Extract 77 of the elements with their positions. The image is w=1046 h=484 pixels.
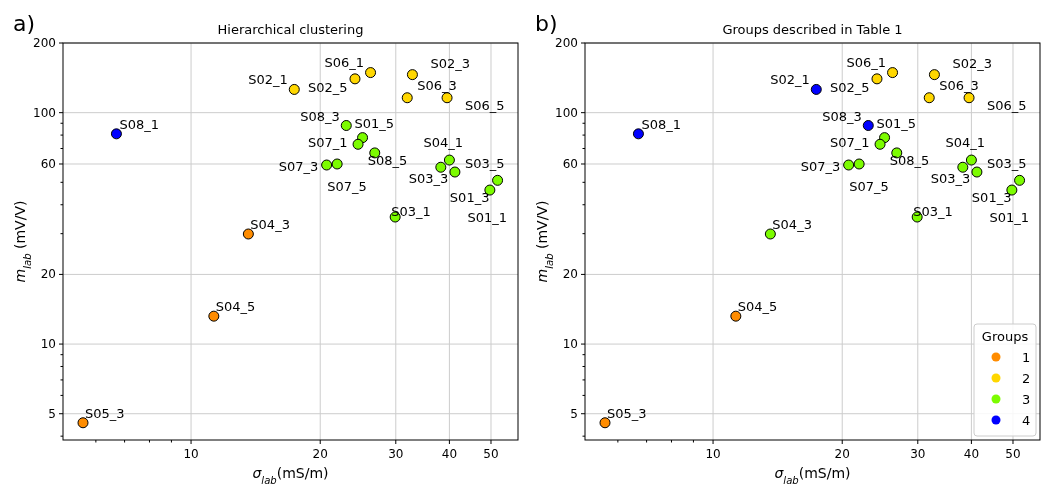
y-tick-label: 5 bbox=[48, 406, 56, 421]
y-tick-label: 200 bbox=[33, 36, 56, 50]
annotation: S08_3 bbox=[300, 108, 340, 124]
annotation: S07_3 bbox=[278, 159, 319, 175]
annotation: S08_1 bbox=[119, 116, 159, 132]
annotation: S08_3 bbox=[822, 108, 862, 124]
annotation: S02_3 bbox=[430, 55, 470, 71]
x-tick-label: 20 bbox=[312, 447, 328, 461]
annotation: S02_1 bbox=[770, 72, 810, 88]
y-tick-label: 10 bbox=[562, 337, 578, 352]
y-tick-label: 200 bbox=[555, 36, 578, 50]
annotation: S08_1 bbox=[641, 116, 681, 132]
x-tick-label: 10 bbox=[183, 447, 199, 461]
y-tick-label: 5 bbox=[570, 406, 578, 421]
annotation: S03_3 bbox=[408, 171, 449, 187]
legend-label: 1 bbox=[1022, 350, 1031, 365]
annotation: S06_3 bbox=[939, 77, 979, 93]
x-axis-title: σ$_{lab}$(mS/m) bbox=[774, 465, 851, 484]
annotation: S02_3 bbox=[952, 55, 992, 71]
annotation: S01_5 bbox=[354, 115, 395, 131]
y-tick-label: 10 bbox=[40, 337, 56, 352]
legend-label: 2 bbox=[1022, 371, 1031, 386]
legend-label: 4 bbox=[1022, 413, 1031, 428]
annotation: S03_1 bbox=[913, 204, 953, 220]
annotation: S01_3 bbox=[971, 190, 1012, 206]
y-tick-label: 20 bbox=[40, 267, 56, 282]
x-tick-label: 30 bbox=[910, 447, 926, 461]
x-tick-label: 20 bbox=[834, 447, 850, 461]
annotation: S04_3 bbox=[772, 217, 812, 232]
annotation: S04_5 bbox=[737, 299, 778, 315]
text: b) bbox=[535, 11, 558, 36]
annotation: S02_5 bbox=[307, 79, 348, 95]
annotation: S04_5 bbox=[215, 299, 256, 315]
annotation: S05_3 bbox=[85, 405, 125, 421]
y-tick-label: 20 bbox=[562, 267, 578, 282]
annotation: S03_1 bbox=[391, 204, 431, 220]
annotation: S03_3 bbox=[930, 171, 971, 187]
annotation: S07_1 bbox=[308, 135, 348, 151]
chart-title: Groups described in Table 1 bbox=[722, 22, 903, 37]
annotation: S07_5 bbox=[327, 179, 367, 194]
annotation: S01_3 bbox=[449, 190, 490, 206]
x-axis-title: σ$_{lab}$(mS/m) bbox=[252, 465, 329, 484]
annotation: S06_1 bbox=[324, 54, 365, 70]
annotation: S02_5 bbox=[829, 79, 870, 95]
chart-title: Hierarchical clustering bbox=[217, 22, 364, 37]
x-tick-label: 40 bbox=[441, 447, 458, 461]
y-tick-label: 100 bbox=[33, 105, 56, 120]
annotation: S06_5 bbox=[987, 97, 1027, 113]
annotation: S01_1 bbox=[989, 210, 1030, 226]
x-tick-label: 40 bbox=[963, 447, 980, 461]
annotation: S06_5 bbox=[465, 97, 505, 113]
legend-title: Groups bbox=[981, 329, 1029, 344]
annotation: S05_3 bbox=[607, 405, 647, 421]
annotation: S03_5 bbox=[986, 156, 1027, 172]
legend-label: 3 bbox=[1022, 392, 1031, 407]
annotation: S07_5 bbox=[849, 179, 889, 194]
annotation: S01_1 bbox=[467, 210, 508, 226]
annotation: S04_1 bbox=[945, 135, 985, 151]
annotation: S04_3 bbox=[250, 217, 290, 232]
x-tick-label: 10 bbox=[705, 447, 721, 461]
annotation: S06_1 bbox=[846, 54, 887, 70]
annotation: S08_5 bbox=[367, 152, 408, 168]
x-tick-label: 50 bbox=[483, 447, 499, 461]
annotation: S07_1 bbox=[830, 135, 870, 151]
y-tick-label: 100 bbox=[555, 105, 578, 120]
y-tick-label: 60 bbox=[40, 157, 56, 171]
x-tick-label: 30 bbox=[388, 447, 404, 461]
text: a) bbox=[13, 11, 36, 36]
annotation: S07_3 bbox=[800, 159, 841, 175]
annotation: S02_1 bbox=[248, 72, 288, 88]
y-tick-label: 60 bbox=[562, 157, 578, 171]
x-tick-label: 50 bbox=[1005, 447, 1021, 461]
annotation: S08_5 bbox=[889, 152, 930, 168]
annotation: S01_5 bbox=[876, 115, 917, 131]
annotation: S03_5 bbox=[464, 156, 505, 172]
annotation: S04_1 bbox=[423, 135, 463, 151]
annotation: S06_3 bbox=[417, 77, 457, 93]
